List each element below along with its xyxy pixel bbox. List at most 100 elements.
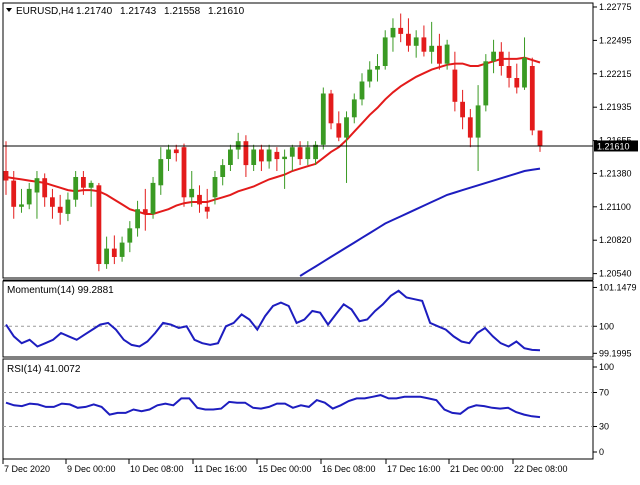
candle-body bbox=[274, 151, 280, 160]
rsi-tick-label: 100 bbox=[599, 362, 614, 372]
candle-body bbox=[173, 149, 179, 154]
candle-body bbox=[73, 177, 79, 200]
candle-body bbox=[421, 37, 427, 52]
candle-body bbox=[398, 27, 404, 34]
candle-body bbox=[514, 78, 520, 88]
candle-body bbox=[111, 248, 117, 257]
price-tick-label: 1.20540 bbox=[599, 269, 632, 279]
candle-body bbox=[266, 149, 272, 162]
price-axis: 1.227751.224951.222151.219351.216551.213… bbox=[593, 2, 632, 279]
price-tick-label: 1.21935 bbox=[599, 102, 632, 112]
candle-body bbox=[483, 61, 489, 106]
candle-body bbox=[11, 180, 17, 207]
price-panel[interactable]: 1.227751.224951.222151.219351.216551.213… bbox=[2, 2, 632, 281]
momentum-label: Momentum(14) 99.2881 bbox=[7, 285, 114, 296]
candle-body bbox=[228, 149, 233, 165]
current-price-tag: 1.21610 bbox=[594, 140, 638, 152]
price-tick-label: 1.21380 bbox=[599, 168, 632, 178]
candle-body bbox=[166, 149, 171, 159]
price-tick-label: 1.22495 bbox=[599, 35, 632, 45]
momentum-axis: 101.1479 100 99.1995 bbox=[3, 282, 637, 358]
time-tick-label: 21 Dec 00:00 bbox=[450, 464, 504, 474]
ma-slow-line bbox=[299, 167, 541, 277]
rsi-series-line bbox=[5, 394, 541, 419]
open-value: 1.21740 bbox=[76, 6, 113, 17]
candle-body bbox=[220, 165, 226, 177]
collapse-triangle-icon[interactable] bbox=[6, 8, 12, 12]
ma-fast-line bbox=[5, 56, 541, 215]
candle-body bbox=[34, 178, 40, 193]
rsi-tick-label: 0 bbox=[599, 447, 604, 457]
candle-body bbox=[344, 117, 349, 138]
candle-body bbox=[119, 242, 125, 257]
candle-body bbox=[3, 171, 9, 181]
candle-body bbox=[406, 33, 411, 46]
candle-body bbox=[142, 209, 148, 214]
candle-body bbox=[181, 147, 187, 198]
candle-body bbox=[529, 66, 535, 131]
candle-body bbox=[351, 99, 357, 118]
candle-body bbox=[475, 105, 481, 138]
moving-averages bbox=[5, 56, 541, 277]
candle-body bbox=[88, 182, 94, 188]
momentum-panel[interactable]: 101.1479 100 99.1995 Momentum(14) 99.2881 bbox=[2, 280, 637, 358]
candle-body bbox=[135, 209, 140, 229]
candle-body bbox=[429, 45, 435, 52]
candle-body bbox=[413, 37, 419, 46]
candle-body bbox=[197, 194, 202, 205]
time-tick-label: 11 Dec 16:00 bbox=[194, 464, 247, 474]
momentum-tick-label: 99.1995 bbox=[599, 348, 632, 358]
symbol-label: EURUSD,H4 bbox=[16, 6, 74, 17]
candle-body bbox=[127, 228, 133, 243]
candle-body bbox=[336, 123, 342, 138]
price-tick-label: 1.22215 bbox=[599, 69, 632, 79]
momentum-tick-label: 101.1479 bbox=[599, 282, 637, 292]
candle-body bbox=[65, 199, 71, 214]
time-tick-label: 17 Dec 16:00 bbox=[387, 464, 441, 474]
price-tick-label: 1.22775 bbox=[599, 2, 632, 12]
candle-body bbox=[158, 159, 164, 186]
candle-body bbox=[382, 37, 388, 66]
time-tick-label: 16 Dec 08:00 bbox=[322, 464, 376, 474]
candle-body bbox=[437, 45, 442, 64]
candle-body bbox=[204, 206, 210, 212]
candle-body bbox=[150, 182, 156, 214]
candle-body bbox=[522, 57, 527, 88]
candle-body bbox=[460, 101, 465, 118]
candle-body bbox=[189, 188, 195, 198]
high-value: 1.21743 bbox=[120, 6, 157, 17]
momentum-tick-label: 100 bbox=[599, 321, 614, 331]
candle-body bbox=[104, 248, 109, 265]
candle-body bbox=[259, 149, 264, 162]
price-tick-label: 1.20820 bbox=[599, 235, 632, 245]
candle-body bbox=[320, 93, 326, 145]
time-tick-label: 7 Dec 2020 bbox=[4, 464, 50, 474]
candle-body bbox=[491, 51, 496, 62]
rsi-tick-label: 70 bbox=[599, 388, 609, 398]
candle-body bbox=[297, 147, 303, 160]
low-value: 1.21558 bbox=[164, 6, 201, 17]
time-tick-label: 15 Dec 00:00 bbox=[258, 464, 312, 474]
candle-body bbox=[251, 149, 257, 165]
candle-body bbox=[467, 117, 473, 138]
candle-body bbox=[212, 177, 218, 198]
momentum-line bbox=[5, 289, 541, 352]
candle-body bbox=[42, 178, 48, 198]
candle-body bbox=[444, 44, 450, 64]
rsi-panel[interactable]: 100 70 30 0 RSI(14) 41.0072 bbox=[2, 358, 614, 460]
momentum-series-line bbox=[5, 289, 541, 352]
candle-body bbox=[305, 147, 311, 160]
candle-body bbox=[81, 177, 86, 188]
rsi-label: RSI(14) 41.0072 bbox=[7, 364, 81, 375]
rsi-tick-label: 30 bbox=[599, 422, 609, 432]
candle-body bbox=[26, 188, 32, 205]
candle-body bbox=[498, 51, 504, 66]
candle-body bbox=[367, 69, 373, 82]
candle-body bbox=[235, 141, 241, 150]
candle-body bbox=[289, 147, 295, 157]
close-value: 1.21610 bbox=[208, 6, 245, 17]
time-tick-label: 22 Dec 08:00 bbox=[514, 464, 568, 474]
candle-body bbox=[359, 81, 365, 100]
